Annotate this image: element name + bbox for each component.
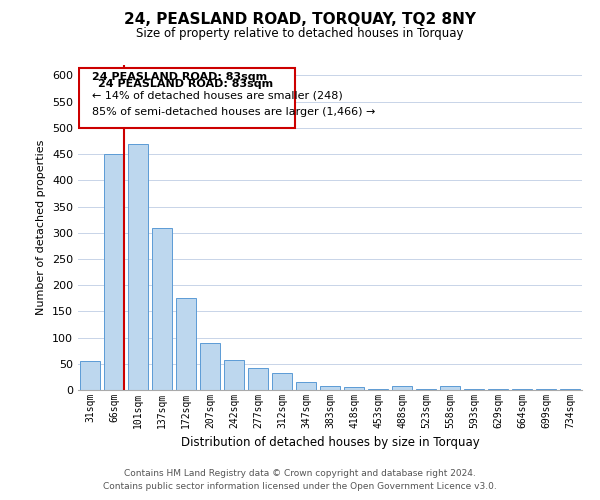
Bar: [344, 387, 364, 390]
Text: Contains HM Land Registry data © Crown copyright and database right 2024.: Contains HM Land Registry data © Crown c…: [124, 468, 476, 477]
Bar: [464, 389, 484, 390]
Bar: [176, 298, 196, 390]
Bar: [200, 343, 220, 390]
Bar: [224, 360, 244, 390]
Bar: [440, 386, 460, 390]
Text: ← 14% of detached houses are smaller (248): ← 14% of detached houses are smaller (24…: [92, 90, 343, 100]
Text: 24, PEASLAND ROAD, TORQUAY, TQ2 8NY: 24, PEASLAND ROAD, TORQUAY, TQ2 8NY: [124, 12, 476, 28]
Bar: [272, 373, 292, 390]
Bar: [79, 68, 295, 128]
Bar: [320, 386, 340, 390]
Bar: [152, 228, 172, 390]
Text: Size of property relative to detached houses in Torquay: Size of property relative to detached ho…: [136, 28, 464, 40]
Bar: [560, 389, 580, 390]
Bar: [512, 389, 532, 390]
Text: 85% of semi-detached houses are larger (1,466) →: 85% of semi-detached houses are larger (…: [92, 107, 376, 117]
Bar: [416, 389, 436, 390]
Bar: [296, 382, 316, 390]
Text: Contains public sector information licensed under the Open Government Licence v3: Contains public sector information licen…: [103, 482, 497, 491]
Bar: [128, 144, 148, 390]
Bar: [248, 368, 268, 390]
Bar: [368, 389, 388, 390]
Y-axis label: Number of detached properties: Number of detached properties: [37, 140, 46, 315]
Bar: [104, 154, 124, 390]
Bar: [392, 386, 412, 390]
X-axis label: Distribution of detached houses by size in Torquay: Distribution of detached houses by size …: [181, 436, 479, 450]
Text: 24 PEASLAND ROAD: 83sqm: 24 PEASLAND ROAD: 83sqm: [98, 79, 274, 89]
Bar: [80, 361, 100, 390]
Text: 24 PEASLAND ROAD: 83sqm: 24 PEASLAND ROAD: 83sqm: [92, 72, 268, 82]
